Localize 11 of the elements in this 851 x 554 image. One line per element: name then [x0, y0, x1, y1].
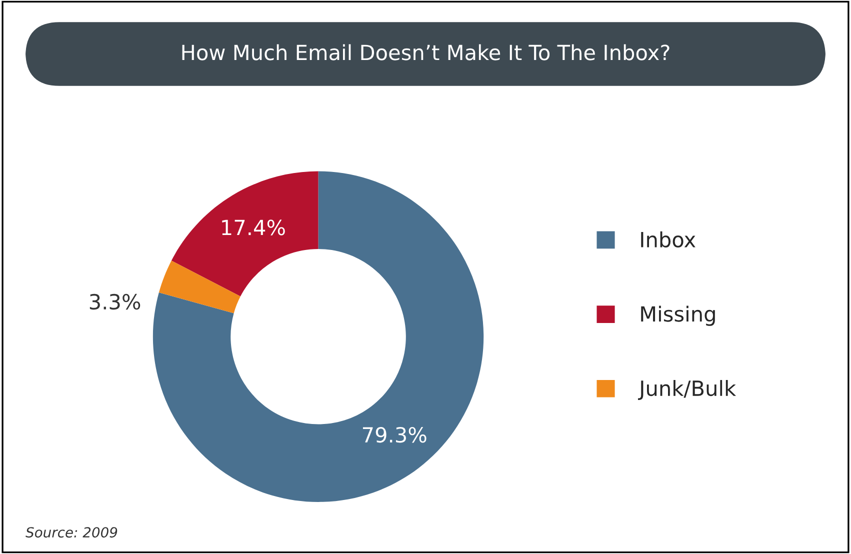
data-label: 17.4%	[222, 220, 285, 236]
chart-title: How Much Email Doesn’t Make It To The Inbox?	[182, 44, 670, 60]
legend-label: Junk/Bulk	[638, 380, 736, 400]
legend-label: Missing	[641, 306, 715, 326]
donut-slice	[152, 171, 484, 502]
data-label: 3.3%	[90, 294, 140, 310]
legend-label: Inbox	[641, 231, 696, 248]
donut-slice	[171, 171, 318, 296]
donut-slice	[158, 260, 240, 314]
data-label: 79.3%	[362, 426, 426, 443]
source-note: Source: 2009	[26, 527, 118, 538]
